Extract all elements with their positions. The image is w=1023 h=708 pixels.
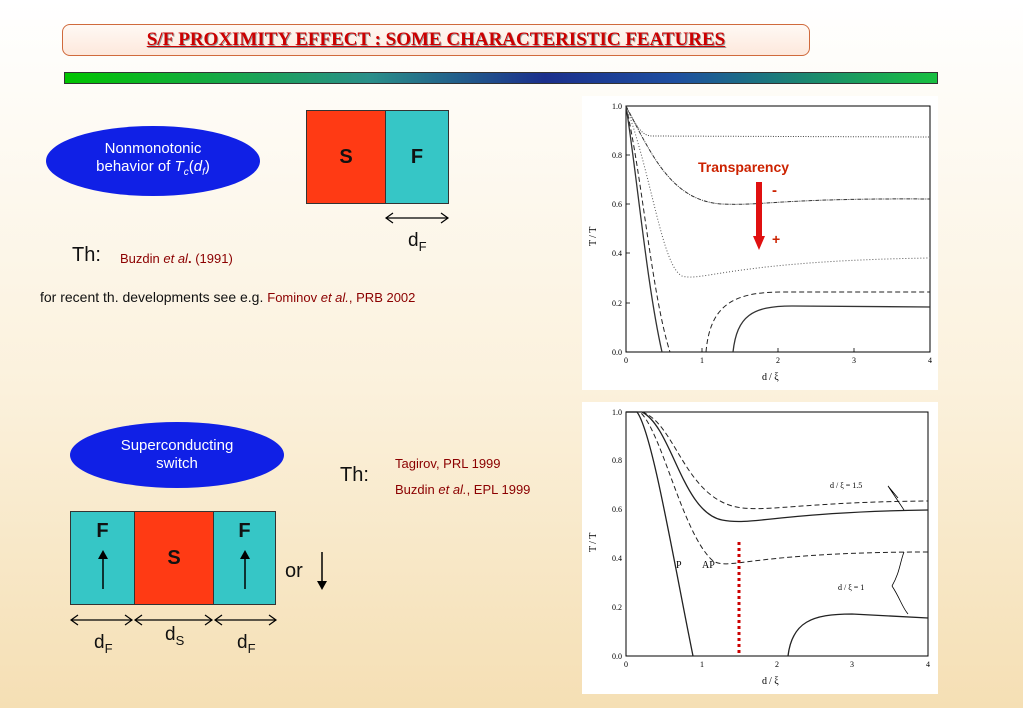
f-right-label: F [238,520,251,542]
tagirov-ref: Tagirov, PRL 1999 [395,456,501,471]
f-left-label: F [96,520,109,542]
xtick: 2 [775,660,779,669]
th-label-top: Th: [72,244,101,266]
df-right-label: dF [237,632,256,656]
xtick: 3 [850,660,854,669]
page-title: S/F PROXIMITY EFFECT : SOME CHARACTERIST… [146,29,726,50]
plot1-xlabel: d / ξ [762,372,779,383]
df-sub: f [202,167,205,178]
ytick: 0.4 [612,554,622,563]
plot-top: 1.0 0.8 0.6 0.4 0.2 0.0 0 1 2 3 4 T / T … [582,96,938,390]
ytick: 0.8 [612,151,622,160]
ellipse-line2: behavior of Tc(df) [96,158,210,182]
plot-bottom-svg: 1.0 0.8 0.6 0.4 0.2 0.0 0 1 2 3 4 P AP d… [588,408,930,687]
s-label: S [339,145,353,168]
df-label: dF [408,230,427,254]
s-mid-label: S [167,546,181,569]
down-arrow-icon [317,552,327,590]
ytick: 0.6 [612,200,622,209]
s-layer-mid: S [134,511,214,605]
ytick: 0.8 [612,456,622,465]
plot2-ylabel: T / T [588,533,599,552]
transparency-arrow-head [753,236,765,250]
xtick: 4 [928,356,932,365]
xtick: 2 [776,356,780,365]
paren-open: ( [188,158,194,175]
xtick: 0 [624,660,628,669]
f-label: F [410,145,424,168]
label-ds-1: d / ξ = 1 [838,583,864,592]
f-layer-left: F [70,511,135,605]
ytick: 1.0 [612,408,622,417]
label-ds-1-5: d / ξ = 1.5 [830,481,862,490]
plot-bottom: 1.0 0.8 0.6 0.4 0.2 0.0 0 1 2 3 4 P AP d… [582,402,938,694]
ytick: 1.0 [612,102,622,111]
df-left-label: dF [94,632,113,656]
th-label-bottom: Th: [340,464,369,486]
transparency-minus: - [772,182,777,199]
or-label: or [285,560,303,582]
switch-ellipse: Superconducting switch [70,422,284,488]
ytick: 0.0 [612,348,622,357]
xtick: 4 [926,660,930,669]
plot2-xlabel: d / ξ [762,676,779,687]
up-arrow-icon [97,550,108,589]
switch-line2: switch [156,455,198,472]
transparency-plus: + [772,231,780,247]
ytick: 0.2 [612,603,622,612]
label-ap: AP [702,560,715,571]
transparency-label: Transparency [698,159,789,175]
ytick: 0.0 [612,652,622,661]
nonmonotonic-ellipse: Nonmonotonic behavior of Tc(df) [46,126,260,196]
transparency-arrow-shaft [756,182,762,238]
label-p: P [676,560,682,571]
buzdin-ref-bottom: Buzdin et al., EPL 1999 [395,482,531,497]
ds-label: dS [165,624,185,648]
gradient-divider [64,72,938,84]
xtick: 1 [700,356,704,365]
buzdin-ref-top: Buzdin et al. (1991) [120,251,233,266]
recent-developments: for recent th. developments see e.g. Fom… [40,289,416,305]
title-box: S/F PROXIMITY EFFECT : SOME CHARACTERIST… [62,24,810,56]
f-layer: F [385,110,449,204]
switch-line1: Superconducting [120,437,234,454]
s-layer: S [306,110,386,204]
df-var: d [193,158,203,175]
ytick: 0.2 [612,299,622,308]
xtick: 0 [624,356,628,365]
df-double-arrow [384,212,450,224]
up-arrow-icon [239,550,250,589]
ellipse-prefix: behavior of [96,158,175,175]
ytick: 0.4 [612,249,622,258]
paren-close: ) [204,158,210,175]
f-layer-right: F [213,511,276,605]
plot1-ylabel: T / T [588,227,599,246]
xtick: 1 [700,660,704,669]
xtick: 3 [852,356,856,365]
ellipse-line1: Nonmonotonic [104,140,202,157]
ytick: 0.6 [612,505,622,514]
tc-sub: c [183,167,189,178]
plot-top-svg: 1.0 0.8 0.6 0.4 0.2 0.0 0 1 2 3 4 T / T … [588,102,932,383]
thickness-arrows [69,614,278,626]
tc-var: T [174,158,184,175]
